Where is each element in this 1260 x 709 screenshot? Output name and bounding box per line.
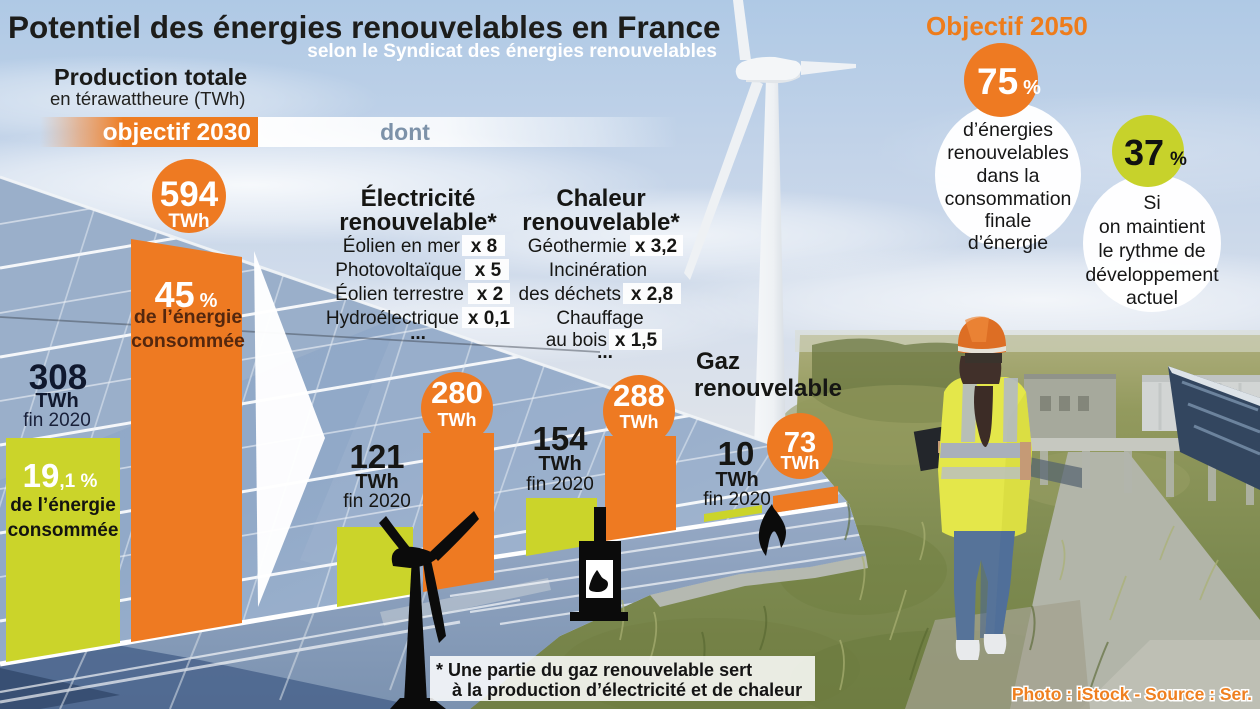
svg-text:Géothermie: Géothermie [528, 236, 627, 257]
svg-text:TWh: TWh [355, 471, 398, 493]
svg-text:TWh: TWh [438, 410, 477, 430]
svg-text:* Une partie du gaz renouvelab: * Une partie du gaz renouvelable sert [436, 660, 752, 680]
svg-text:d’énergie: d’énergie [968, 232, 1048, 254]
svg-text:Éolien terrestre: Éolien terrestre [335, 284, 464, 305]
svg-text:10: 10 [718, 435, 755, 472]
svg-text:Chauffage: Chauffage [556, 308, 643, 329]
svg-text:45%: 45% [155, 274, 218, 315]
svg-text:121: 121 [349, 438, 404, 475]
svg-text:renouvelable*: renouvelable* [339, 209, 497, 236]
svg-text:Incinération: Incinération [549, 260, 647, 281]
svg-text:consommation: consommation [945, 188, 1072, 210]
svg-text:594: 594 [160, 175, 219, 214]
svg-text:280: 280 [431, 375, 483, 410]
svg-text:dont: dont [380, 119, 430, 145]
svg-text:d’énergies: d’énergies [963, 119, 1053, 141]
svg-text:consommée: consommée [131, 330, 245, 352]
svg-text:Chaleur: Chaleur [556, 185, 645, 212]
svg-text:37%: 37% [1124, 132, 1187, 173]
svg-text:objectif 2030: objectif 2030 [103, 119, 251, 146]
svg-text:x 1,5: x 1,5 [615, 330, 658, 351]
svg-text:x 8: x 8 [471, 236, 497, 257]
svg-text:154: 154 [532, 420, 588, 457]
svg-text:développement: développement [1085, 264, 1219, 286]
svg-text:19,1 %: 19,1 % [23, 457, 98, 494]
svg-text:consommée: consommée [8, 520, 119, 541]
svg-text:75%: 75% [977, 61, 1041, 102]
svg-text:Électricité: Électricité [361, 184, 476, 212]
svg-text:fin 2020: fin 2020 [703, 489, 771, 510]
svg-text:288: 288 [613, 378, 665, 413]
svg-text:TWh: TWh [168, 211, 209, 232]
svg-text:...: ... [410, 323, 426, 344]
svg-text:des déchets: des déchets [519, 284, 621, 305]
svg-text:Production totale: Production totale [54, 64, 247, 90]
svg-text:Photovoltaïque: Photovoltaïque [335, 260, 462, 281]
svg-text:au bois: au bois [546, 330, 607, 351]
svg-text:le rythme de: le rythme de [1098, 240, 1205, 262]
svg-text:finale: finale [985, 210, 1032, 232]
svg-text:x 2,8: x 2,8 [631, 284, 673, 305]
svg-text:TWh: TWh [715, 469, 758, 491]
svg-text:on maintient: on maintient [1099, 216, 1206, 238]
svg-text:de l’énergie: de l’énergie [10, 495, 116, 516]
svg-text:fin 2020: fin 2020 [526, 474, 594, 495]
svg-text:actuel: actuel [1126, 287, 1178, 309]
svg-text:renouvelables: renouvelables [947, 142, 1069, 164]
svg-text:en térawattheure (TWh): en térawattheure (TWh) [50, 88, 245, 109]
svg-text:Si: Si [1143, 192, 1160, 214]
svg-text:dans la: dans la [977, 165, 1040, 187]
svg-text:TWh: TWh [620, 412, 659, 432]
svg-text:...: ... [597, 342, 613, 363]
svg-text:308: 308 [29, 358, 87, 397]
svg-text:TWh: TWh [538, 453, 581, 475]
svg-text:Gaz: Gaz [696, 348, 740, 375]
svg-text:73: 73 [784, 427, 816, 459]
svg-text:Éolien en mer: Éolien en mer [343, 236, 461, 257]
svg-text:x 2: x 2 [477, 284, 503, 305]
svg-text:selon le Syndicat des énergies: selon le Syndicat des énergies renouvela… [307, 41, 717, 62]
svg-text:x 5: x 5 [475, 260, 502, 281]
svg-text:Potentiel des énergies renouve: Potentiel des énergies renouvelables en … [8, 9, 721, 45]
svg-text:renouvelable*: renouvelable* [522, 209, 680, 236]
svg-text:de l’énergie: de l’énergie [134, 306, 243, 328]
svg-text:Objectif 2050: Objectif 2050 [926, 11, 1088, 41]
svg-text:x 0,1: x 0,1 [468, 308, 511, 329]
svg-text:fin 2020: fin 2020 [23, 410, 91, 431]
svg-text:à la production d’électricité: à la production d’électricité et de chal… [452, 680, 802, 700]
svg-text:TWh: TWh [35, 390, 78, 412]
svg-text:fin 2020: fin 2020 [343, 491, 411, 512]
svg-text:x 3,2: x 3,2 [635, 236, 677, 257]
svg-text:renouvelable: renouvelable [694, 375, 842, 402]
svg-text:Hydroélectrique: Hydroélectrique [326, 308, 459, 329]
svg-text:TWh: TWh [781, 453, 820, 473]
svg-text:Photo : iStock - Source : Ser.: Photo : iStock - Source : Ser. [1012, 684, 1252, 704]
